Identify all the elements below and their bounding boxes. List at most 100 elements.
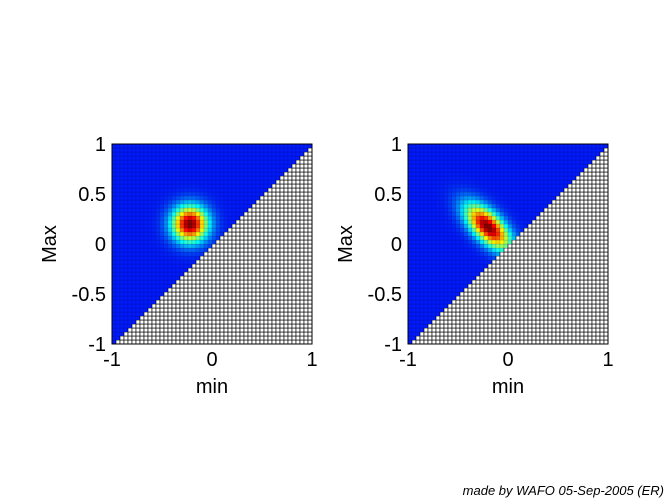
density-cell	[447, 147, 453, 153]
masked-cell	[571, 183, 577, 189]
density-cell	[435, 243, 441, 249]
density-cell	[479, 231, 485, 237]
density-cell	[219, 203, 225, 209]
masked-cell	[543, 339, 549, 345]
masked-cell	[559, 235, 565, 241]
masked-cell	[603, 247, 609, 253]
masked-cell	[303, 275, 309, 281]
masked-cell	[543, 207, 549, 213]
masked-cell	[603, 287, 609, 293]
masked-cell	[191, 287, 197, 293]
masked-cell	[563, 215, 569, 221]
density-cell	[411, 219, 417, 225]
masked-cell	[547, 327, 553, 333]
density-cell	[227, 187, 233, 193]
masked-cell	[551, 259, 557, 265]
masked-cell	[263, 195, 269, 201]
density-cell	[551, 171, 557, 177]
density-cell	[111, 215, 117, 221]
masked-cell	[583, 239, 589, 245]
density-cell	[467, 199, 473, 205]
masked-cell	[307, 295, 313, 301]
density-cell	[143, 191, 149, 197]
masked-cell	[127, 339, 133, 345]
masked-cell	[591, 227, 597, 233]
masked-cell	[471, 323, 477, 329]
density-cell	[247, 167, 253, 173]
masked-cell	[587, 239, 593, 245]
density-cell	[471, 223, 477, 229]
density-cell	[563, 155, 569, 161]
density-cell	[207, 239, 213, 245]
density-cell	[171, 223, 177, 229]
density-cell	[447, 251, 453, 257]
masked-cell	[455, 335, 461, 341]
masked-cell	[231, 275, 237, 281]
density-cell	[175, 255, 181, 261]
density-cell	[411, 311, 417, 317]
density-cell	[435, 291, 441, 297]
density-cell	[263, 183, 269, 189]
masked-cell	[279, 279, 285, 285]
masked-cell	[151, 327, 157, 333]
masked-cell	[203, 283, 209, 289]
masked-cell	[295, 303, 301, 309]
density-cell	[503, 163, 509, 169]
density-cell	[147, 219, 153, 225]
masked-cell	[207, 311, 213, 317]
masked-cell	[235, 283, 241, 289]
masked-cell	[287, 251, 293, 257]
density-cell	[499, 239, 505, 245]
density-cell	[439, 219, 445, 225]
density-cell	[159, 171, 165, 177]
density-cell	[543, 171, 549, 177]
density-cell	[475, 239, 481, 245]
masked-cell	[279, 183, 285, 189]
masked-cell	[211, 271, 217, 277]
density-cell	[539, 163, 545, 169]
masked-cell	[279, 211, 285, 217]
masked-cell	[491, 299, 497, 305]
masked-cell	[499, 263, 505, 269]
density-cell	[511, 147, 517, 153]
density-cell	[431, 223, 437, 229]
density-cell	[583, 159, 589, 165]
masked-cell	[575, 215, 581, 221]
masked-cell	[591, 239, 597, 245]
masked-cell	[151, 311, 157, 317]
masked-cell	[583, 319, 589, 325]
masked-cell	[527, 295, 533, 301]
density-cell	[499, 203, 505, 209]
masked-cell	[563, 291, 569, 297]
masked-cell	[211, 339, 217, 345]
density-cell	[511, 207, 517, 213]
density-cell	[203, 159, 209, 165]
masked-cell	[587, 175, 593, 181]
density-cell	[427, 315, 433, 321]
masked-cell	[267, 259, 273, 265]
masked-cell	[559, 203, 565, 209]
density-cell	[467, 203, 473, 209]
masked-cell	[299, 219, 305, 225]
masked-cell	[211, 307, 217, 313]
density-cell	[423, 151, 429, 157]
masked-cell	[475, 283, 481, 289]
density-cell	[507, 187, 513, 193]
density-cell	[463, 143, 469, 149]
density-cell	[119, 327, 125, 333]
density-cell	[423, 187, 429, 193]
masked-cell	[451, 327, 457, 333]
density-cell	[407, 191, 413, 197]
density-cell	[563, 163, 569, 169]
masked-cell	[251, 263, 257, 269]
masked-cell	[519, 275, 525, 281]
density-cell	[123, 171, 129, 177]
masked-cell	[531, 319, 537, 325]
masked-cell	[527, 267, 533, 273]
masked-cell	[239, 251, 245, 257]
masked-cell	[519, 259, 525, 265]
density-cell	[235, 211, 241, 217]
density-cell	[483, 207, 489, 213]
masked-cell	[219, 275, 225, 281]
masked-cell	[207, 247, 213, 253]
